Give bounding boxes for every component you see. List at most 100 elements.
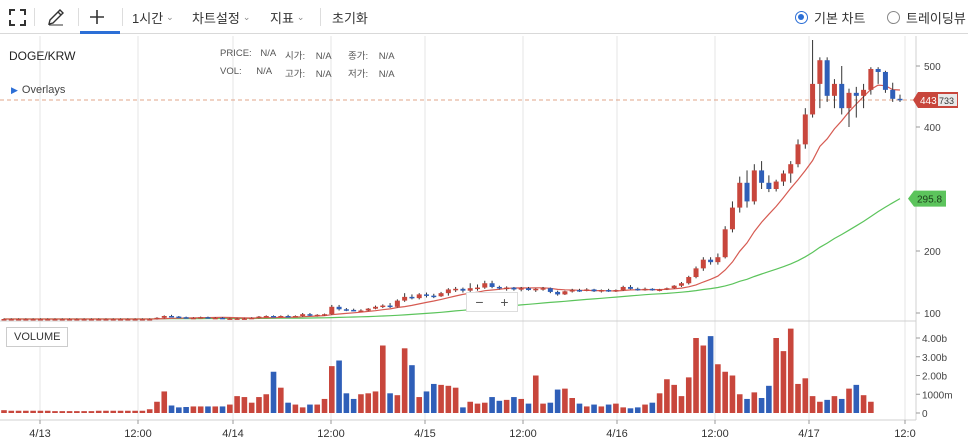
volume-bar [358,394,364,413]
candle-body [642,288,648,291]
volume-bar [642,404,648,413]
volume-bar [868,401,874,413]
toolbar: 1시간 ⌄ 차트설정 ⌄ 지표 ⌄ 초기화 기본 차트 트레이딩뷰 [0,0,968,34]
volume-bar [583,406,590,413]
volume-bar [365,393,372,413]
candles [1,40,903,321]
volume-bar [766,385,772,413]
candle-body [81,319,87,321]
candle-body [715,257,721,263]
volume-bar [66,411,73,413]
volume-bar [430,383,437,413]
candle-body [380,305,386,308]
low-value: N/A [378,69,395,80]
candle-body [183,317,189,319]
volume-bar [693,338,699,413]
candle-body [759,170,765,183]
candle-body [453,288,459,291]
view-trading-radio[interactable]: 트레이딩뷰 [887,0,968,34]
candle-body [824,60,830,96]
volume-bar [758,398,765,413]
candle-body [343,309,349,311]
fullscreen-icon[interactable] [9,0,26,34]
volume-bar [649,402,656,413]
volume-bar [154,401,160,413]
candle-body [627,286,633,289]
price-value: N/A [260,48,277,59]
zoom-control: − + [466,292,518,312]
volume-bar [270,371,277,413]
overlays-toggle[interactable]: ▶ Overlays [11,84,65,96]
chart-settings-dropdown[interactable]: 차트설정 ⌄ [192,0,250,34]
chevron-down-icon: ⌄ [296,11,305,22]
low-info: 저가: N/A [348,66,395,80]
overlays-label: Overlays [21,84,66,96]
candle-body [110,319,116,321]
price-label: PRICE: [220,48,252,59]
x-tick-label: 12:00 [701,428,729,440]
candle-body [1,319,7,321]
reset-button[interactable]: 초기화 [332,0,368,34]
volume-bar [103,410,109,413]
volume-bar [110,410,117,413]
chart-settings-label: 차트설정 [192,10,240,26]
candle-body [285,316,291,318]
candle-body [314,314,320,317]
interval-dropdown[interactable]: 1시간 ⌄ [132,0,174,34]
candle-body [59,319,65,321]
candle-body [103,319,109,321]
volume-bar [518,398,525,413]
candle-body [729,207,735,230]
moving-averages [4,84,901,320]
ma-long-label: 295.8 [917,195,942,206]
candle-body [292,316,298,318]
volume-bar [489,397,495,413]
candle-body [708,259,714,263]
price-info: PRICE: N/A [220,48,276,59]
candle-body [678,283,684,286]
candle-body [467,288,473,291]
volume-bar [205,406,211,413]
candle-body [118,319,124,321]
pen-icon[interactable] [46,0,66,34]
candle-body [132,319,138,321]
candle-body [300,314,306,316]
volume-bar [30,410,36,413]
candle-body [533,288,539,291]
crosshair-plus-icon[interactable] [88,0,106,34]
x-tick-label: 4/17 [798,428,819,440]
zoom-out-button[interactable]: − [475,294,484,310]
volume-bar [802,378,809,413]
volume-bar [795,383,801,413]
volume-tick-label: 1000m [922,390,953,401]
zoom-in-button[interactable]: + [500,294,509,310]
candle-body [271,316,277,318]
close-label: 종가: [348,51,369,62]
volume-bar [350,398,357,413]
active-tool-indicator [80,31,120,34]
candle-body [474,287,480,290]
volume-bar [299,407,306,413]
candle-body [897,98,903,101]
volume-bar [387,393,393,413]
radio-unselected-icon [887,10,900,24]
candle-body [861,89,867,96]
candle-body [30,319,36,321]
volume-bar [751,392,758,413]
volume-bar [409,365,415,413]
candle-body [147,319,153,321]
volume-bar [838,398,845,413]
candle-body [249,317,255,320]
candle-body [460,288,466,291]
triangle-right-icon: ▶ [11,85,18,95]
candle-body [241,318,247,320]
candle-body [504,287,510,290]
candle-body [438,293,444,297]
high-value: N/A [315,69,332,80]
candle-body [839,83,845,109]
indicator-dropdown[interactable]: 지표 ⌄ [270,0,304,34]
candle-body [671,285,677,289]
view-basic-radio[interactable]: 기본 차트 [795,0,865,34]
volume-bar [576,403,583,413]
